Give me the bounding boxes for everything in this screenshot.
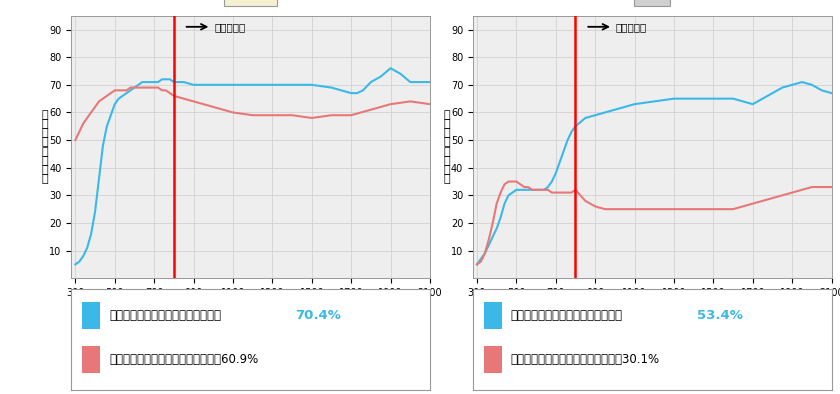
X-axis label: 波長（nm）: 波長（nm） bbox=[629, 318, 676, 331]
Text: 遅熱スラット　赤外線日射反射率：: 遅熱スラット 赤外線日射反射率： bbox=[511, 309, 622, 322]
Text: 800: 800 bbox=[567, 312, 584, 322]
Text: 一般スラット　赤外線日射反射率：30.1%: 一般スラット 赤外線日射反射率：30.1% bbox=[511, 353, 659, 366]
Bar bbox=[484, 346, 501, 373]
Bar bbox=[82, 302, 100, 329]
Text: 赤外線領域: 赤外線領域 bbox=[616, 22, 647, 32]
X-axis label: 波長（nm）: 波長（nm） bbox=[227, 318, 274, 331]
Text: 53.4%: 53.4% bbox=[697, 309, 743, 322]
Text: 一般スラット　赤外線日射反射率：60.9%: 一般スラット 赤外線日射反射率：60.9% bbox=[109, 353, 259, 366]
Bar bbox=[484, 302, 501, 329]
Bar bbox=[82, 346, 100, 373]
Text: 800: 800 bbox=[165, 312, 182, 322]
Text: 70.4%: 70.4% bbox=[296, 309, 341, 322]
Text: 赤外線領域: 赤外線領域 bbox=[214, 22, 245, 32]
Text: 遅熱スラット　赤外線日射反射率：: 遅熱スラット 赤外線日射反射率： bbox=[109, 309, 221, 322]
Y-axis label: 分
光
反
射
率
（
％
）: 分 光 反 射 率 （ ％ ） bbox=[444, 110, 450, 184]
Y-axis label: 分
光
反
射
率
（
％
）: 分 光 反 射 率 （ ％ ） bbox=[42, 110, 49, 184]
